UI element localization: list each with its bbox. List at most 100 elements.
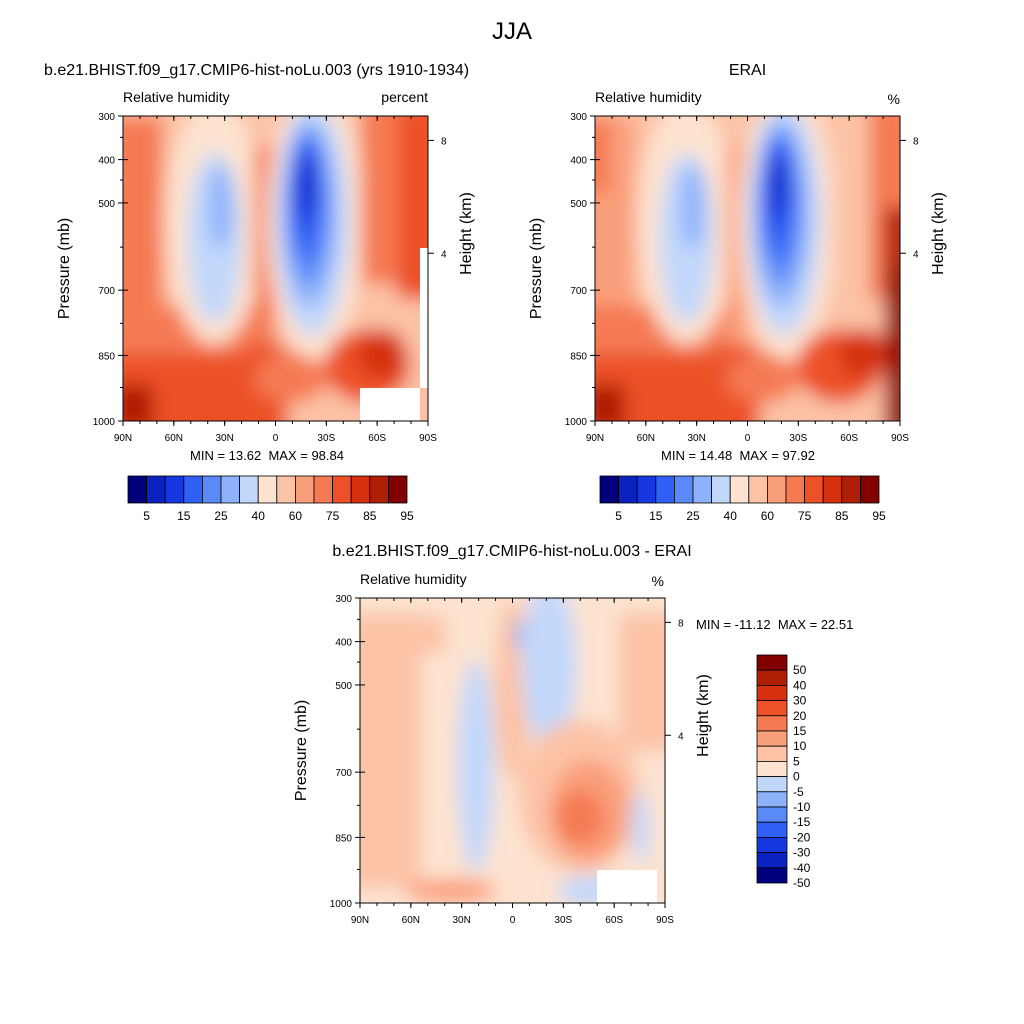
- panel-diff-ytick-label: 500: [335, 681, 352, 692]
- panel-diff-colorbar-label: -30: [793, 846, 811, 860]
- panel-model-missing-region: [360, 388, 420, 421]
- panel-diff-colorbar-label: -40: [793, 861, 811, 875]
- panel-diff-colorbar-cell: [756, 745, 788, 762]
- panel-diff-colorbar-cell: [756, 837, 788, 854]
- panel-obs-colorbar-cell: [748, 475, 768, 504]
- panel-model-ytick-label: 400: [98, 156, 115, 167]
- panel-diff-colorbar-cell: [756, 761, 788, 778]
- min-value: 13.62: [228, 448, 262, 463]
- panel-diff-colorbar-label: 5: [793, 754, 800, 768]
- panel-diff-colorbar-cell: [756, 730, 788, 747]
- panel-diff-nh-surface-positive: [405, 878, 498, 903]
- panel-diff-xtick-label: 60S: [605, 915, 623, 926]
- panel-model-colorbar-cell: [387, 475, 408, 504]
- panel-diff-ytick-label: 400: [335, 638, 352, 649]
- panel-diff-xtick-label: 0: [510, 915, 516, 926]
- panel-diff-colorbar-cell: [756, 852, 788, 869]
- panel-diff-ytick-label: 300: [335, 594, 352, 605]
- panel-obs-colorbar-cell: [785, 475, 806, 504]
- panel-diff-y2tick-label: 4: [678, 731, 684, 742]
- panel-model-xtick-label: 90S: [419, 433, 437, 444]
- panel-model-xtick-label: 90N: [114, 433, 132, 444]
- panel-model-sh-blue-core: [299, 161, 313, 205]
- panel-diff-colorbar-label: -15: [793, 815, 811, 829]
- panel-diff-sh-negative: [521, 598, 577, 751]
- panel-model-colorbar-cell: [164, 475, 185, 504]
- panel-obs-colorbar-cell: [841, 475, 861, 504]
- panel-diff-xtick-label: 30N: [452, 915, 470, 926]
- panel-model-ylabel: Pressure (mb): [56, 218, 73, 319]
- panel-obs-sh-low-core: [839, 329, 888, 379]
- max-label: MAX =: [739, 448, 779, 463]
- panel-diff-left-label: Relative humidity: [360, 571, 467, 587]
- panel-obs-right-label: %: [887, 91, 900, 107]
- panel-diff-colorbar-cell: [756, 806, 788, 823]
- panel-diff-colorbar-label: -50: [793, 876, 811, 890]
- panel-obs-ytick-label: 850: [570, 351, 587, 362]
- panel-model-nh-subtropic-core: [208, 164, 233, 251]
- max-label: MAX =: [268, 448, 308, 463]
- panel-model-colorbar-label: 85: [363, 509, 377, 523]
- panel-model-xtick-label: 60S: [368, 433, 386, 444]
- panel-obs-title: ERAI: [728, 62, 767, 79]
- panel-diff-colorbar-label: 30: [793, 694, 807, 708]
- panel-diff-colorbar-label: 20: [793, 709, 807, 723]
- panel-obs-colorbar-label: 40: [724, 509, 738, 523]
- panel-model-colorbar-cell: [257, 475, 278, 504]
- panel-obs-ytick-label: 400: [570, 156, 587, 167]
- panel-model-colorbar-label: 95: [400, 509, 414, 523]
- panel-obs-xtick-label: 60S: [840, 433, 858, 444]
- panel-model-nh-surface-band: [123, 384, 154, 421]
- panel-model-ytick-label: 850: [98, 351, 115, 362]
- panel-diff-xtick-label: 30S: [554, 915, 572, 926]
- panel-obs-colorbar-cell: [729, 475, 750, 504]
- panel-model-xtick-label: 60N: [165, 433, 183, 444]
- panel-obs-colorbar-cell: [674, 475, 694, 504]
- panel-model-left-label: Relative humidity: [123, 89, 230, 105]
- panel-model-colorbar-label: 75: [326, 509, 340, 523]
- panel-obs-colorbar-cell: [822, 475, 843, 504]
- panel-diff-right-label: %: [651, 573, 664, 589]
- panel-diff-nh-upper-positive: [360, 616, 446, 653]
- panel-diff-y2label: Height (km): [695, 674, 712, 757]
- panel-diff-field: [360, 598, 665, 903]
- panel-diff-colorbar-label: 10: [793, 739, 807, 753]
- panel-diff-xtick-label: 60N: [402, 915, 420, 926]
- panel-model-field-smoothed: [123, 116, 428, 421]
- panel-obs-colorbar-cell: [655, 475, 675, 504]
- panel-model-colorbar-cell: [127, 475, 148, 504]
- panel-model-ytick-label: 500: [98, 199, 115, 210]
- panel-diff-field-smoothed: [360, 598, 665, 903]
- panel-obs-xtick-label: 30S: [789, 433, 807, 444]
- panel-obs-xtick-label: 0: [745, 433, 751, 444]
- panel-obs-colorbar-label: 75: [798, 509, 812, 523]
- panel-obs-xtick-label: 90N: [586, 433, 604, 444]
- panel-diff-colorbar-cell: [756, 867, 788, 884]
- panel-obs-xtick-label: 30N: [687, 433, 705, 444]
- panel-diff-title: b.e21.BHIST.f09_g17.CMIP6-hist-noLu.003 …: [332, 543, 692, 560]
- panel-obs-xtick-label: 60N: [637, 433, 655, 444]
- panel-diff-ylabel: Pressure (mb): [293, 700, 310, 801]
- panel-obs-ytick-label: 300: [570, 112, 587, 123]
- panel-obs-xtick-label: 90S: [891, 433, 909, 444]
- panel-model-sh-low-core: [357, 329, 407, 379]
- panel-obs-ylabel: Pressure (mb): [528, 218, 545, 319]
- panel-model-y2tick-label: 4: [441, 249, 447, 260]
- panel-obs-colorbar-cell: [804, 475, 824, 504]
- min-label: MIN =: [190, 448, 226, 463]
- panel-obs-colorbar-cell: [599, 475, 620, 504]
- panel-model-colorbar-cell: [183, 475, 203, 504]
- panel-model-colorbar-cell: [201, 475, 222, 504]
- panel-model-xtick-label: 30N: [215, 433, 233, 444]
- panel-diff-missing-region: [597, 870, 657, 903]
- min-label: MIN =: [696, 617, 732, 632]
- panel-diff-y2tick-label: 8: [678, 618, 684, 629]
- panel-obs-colorbar-cell: [711, 475, 731, 504]
- panel-diff-colorbar-cell: [756, 776, 788, 793]
- panel-obs-ytick-label: 500: [570, 199, 587, 210]
- panel-diff-colorbar-label: 50: [793, 663, 807, 677]
- panel-obs-nh-subtropic-core: [680, 164, 705, 251]
- panel-obs-sh-pole-core: [890, 268, 900, 421]
- panel-model-colorbar-cell: [350, 475, 371, 504]
